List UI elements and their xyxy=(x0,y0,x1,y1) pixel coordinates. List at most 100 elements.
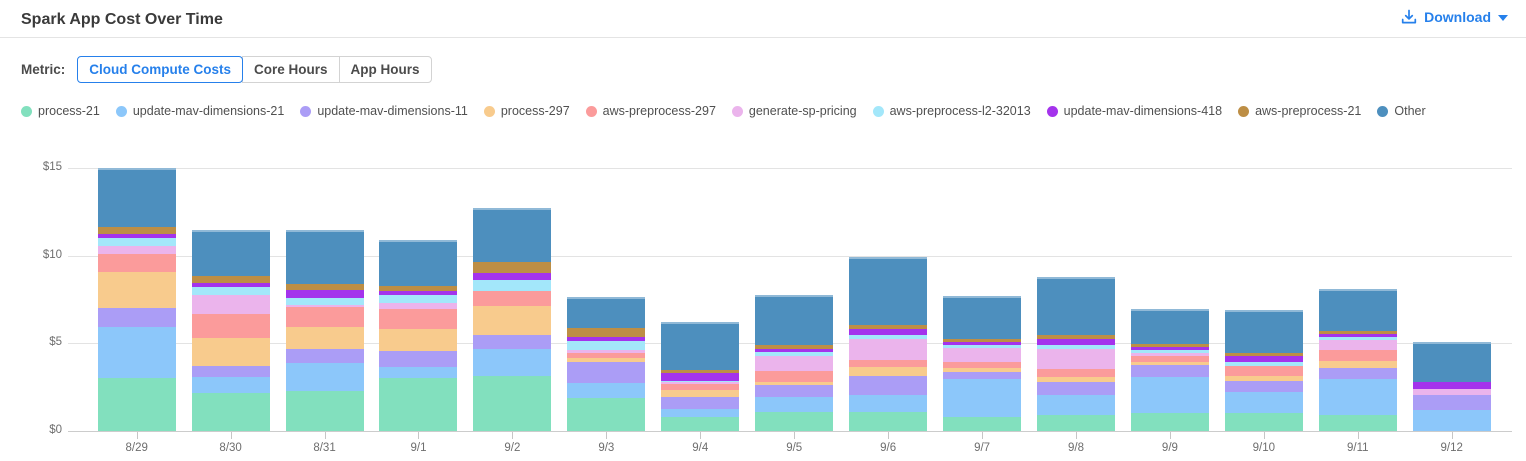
bar-segment-generate-sp-pricing[interactable] xyxy=(1412,388,1491,396)
bar-9/6[interactable] xyxy=(849,256,928,431)
bar-segment-update-mav-dimensions-418[interactable] xyxy=(661,373,740,381)
legend-item-aws-preprocess-l2-32013[interactable]: aws-preprocess-l2-32013 xyxy=(872,104,1031,118)
bar-segment-process-297[interactable] xyxy=(473,306,552,336)
legend-item-update-mav-dimensions-418[interactable]: update-mav-dimensions-418 xyxy=(1046,104,1222,118)
bar-segment-aws-preprocess-297[interactable] xyxy=(379,309,458,330)
bar-segment-update-mav-dimensions-21[interactable] xyxy=(1130,377,1209,414)
bar-segment-process-21[interactable] xyxy=(661,416,740,431)
bar-segment-aws-preprocess-297[interactable] xyxy=(567,353,646,359)
bar-segment-update-mav-dimensions-21[interactable] xyxy=(567,382,646,398)
bar-segment-update-mav-dimensions-418[interactable] xyxy=(379,291,458,295)
bar-segment-other[interactable] xyxy=(97,168,176,227)
bar-9/11[interactable] xyxy=(1318,288,1397,431)
legend-item-aws-preprocess-297[interactable]: aws-preprocess-297 xyxy=(585,104,716,118)
bar-segment-other[interactable] xyxy=(473,208,552,263)
bar-segment-process-297[interactable] xyxy=(1318,360,1397,369)
download-button[interactable]: Download xyxy=(1401,9,1508,25)
bar-segment-aws-preprocess-297[interactable] xyxy=(1224,365,1303,376)
bar-segment-aws-preprocess-l2-32013[interactable] xyxy=(849,335,928,339)
bar-segment-update-mav-dimensions-418[interactable] xyxy=(943,342,1022,346)
bar-segment-update-mav-dimensions-11[interactable] xyxy=(661,396,740,409)
bar-segment-update-mav-dimensions-11[interactable] xyxy=(755,385,834,398)
bar-segment-update-mav-dimensions-418[interactable] xyxy=(1318,334,1397,337)
bar-segment-generate-sp-pricing[interactable] xyxy=(97,246,176,255)
bar-9/7[interactable] xyxy=(943,295,1022,431)
bar-segment-generate-sp-pricing[interactable] xyxy=(1318,339,1397,350)
bar-segment-aws-preprocess-l2-32013[interactable] xyxy=(1224,362,1303,366)
bar-8/29[interactable] xyxy=(97,168,176,431)
bar-segment-other[interactable] xyxy=(1037,277,1115,336)
bar-segment-aws-preprocess-l2-32013[interactable] xyxy=(755,351,834,356)
bar-segment-aws-preprocess-297[interactable] xyxy=(285,307,364,328)
bar-segment-other[interactable] xyxy=(849,256,928,326)
bar-segment-aws-preprocess-l2-32013[interactable] xyxy=(473,279,552,291)
bar-segment-update-mav-dimensions-418[interactable] xyxy=(1412,381,1491,389)
bar-segment-update-mav-dimensions-21[interactable] xyxy=(1037,394,1115,416)
bar-segment-aws-preprocess-297[interactable] xyxy=(755,370,834,382)
bar-segment-update-mav-dimensions-11[interactable] xyxy=(379,351,458,367)
bar-segment-aws-preprocess-21[interactable] xyxy=(943,338,1022,343)
bar-segment-process-297[interactable] xyxy=(285,327,364,349)
metric-option-cloud-compute-costs[interactable]: Cloud Compute Costs xyxy=(77,56,244,83)
bar-segment-process-297[interactable] xyxy=(1037,377,1115,383)
bar-segment-other[interactable] xyxy=(943,295,1022,339)
bar-segment-update-mav-dimensions-21[interactable] xyxy=(849,394,928,412)
legend-item-generate-sp-pricing[interactable]: generate-sp-pricing xyxy=(731,104,857,118)
bar-segment-other[interactable] xyxy=(1318,288,1397,331)
bar-segment-process-21[interactable] xyxy=(1037,415,1115,431)
bar-segment-generate-sp-pricing[interactable] xyxy=(191,295,270,314)
bar-segment-process-297[interactable] xyxy=(567,358,646,362)
bar-segment-process-21[interactable] xyxy=(473,375,552,431)
bar-segment-other[interactable] xyxy=(379,239,458,286)
bar-segment-process-21[interactable] xyxy=(1318,415,1397,431)
bar-segment-other[interactable] xyxy=(1412,342,1491,382)
bar-segment-aws-preprocess-297[interactable] xyxy=(97,254,176,273)
bar-segment-aws-preprocess-l2-32013[interactable] xyxy=(1318,336,1397,340)
bar-segment-aws-preprocess-297[interactable] xyxy=(473,290,552,307)
bar-segment-update-mav-dimensions-21[interactable] xyxy=(661,408,740,417)
bar-segment-update-mav-dimensions-21[interactable] xyxy=(473,349,552,376)
bar-segment-generate-sp-pricing[interactable] xyxy=(661,382,740,384)
bar-segment-other[interactable] xyxy=(1130,308,1209,344)
bar-segment-update-mav-dimensions-11[interactable] xyxy=(97,307,176,328)
bar-9/2[interactable] xyxy=(473,208,552,431)
bar-segment-generate-sp-pricing[interactable] xyxy=(379,302,458,310)
bar-segment-update-mav-dimensions-418[interactable] xyxy=(97,233,176,238)
bar-segment-generate-sp-pricing[interactable] xyxy=(285,305,364,308)
bar-segment-update-mav-dimensions-418[interactable] xyxy=(191,283,270,287)
legend-item-process-21[interactable]: process-21 xyxy=(21,104,100,118)
bar-segment-aws-preprocess-297[interactable] xyxy=(1130,355,1209,363)
metric-option-core-hours[interactable]: Core Hours xyxy=(242,56,340,83)
bar-segment-aws-preprocess-l2-32013[interactable] xyxy=(97,237,176,247)
bar-segment-other[interactable] xyxy=(191,229,270,277)
bar-segment-aws-preprocess-297[interactable] xyxy=(849,360,928,368)
bar-segment-update-mav-dimensions-11[interactable] xyxy=(285,348,364,364)
bar-segment-update-mav-dimensions-418[interactable] xyxy=(755,348,834,352)
bar-segment-process-21[interactable] xyxy=(285,391,364,431)
bar-segment-process-297[interactable] xyxy=(943,368,1022,372)
bar-segment-generate-sp-pricing[interactable] xyxy=(849,338,928,361)
bar-segment-generate-sp-pricing[interactable] xyxy=(567,350,646,354)
bar-segment-process-297[interactable] xyxy=(379,329,458,352)
bar-9/8[interactable] xyxy=(1037,277,1115,431)
bar-segment-update-mav-dimensions-11[interactable] xyxy=(943,371,1022,379)
bar-segment-update-mav-dimensions-21[interactable] xyxy=(943,378,1022,417)
bar-segment-process-297[interactable] xyxy=(1130,362,1209,365)
bar-segment-process-21[interactable] xyxy=(755,411,834,431)
legend-item-process-297[interactable]: process-297 xyxy=(483,104,570,118)
legend-item-aws-preprocess-21[interactable]: aws-preprocess-21 xyxy=(1238,104,1361,118)
bar-segment-update-mav-dimensions-418[interactable] xyxy=(1224,355,1303,363)
bar-segment-update-mav-dimensions-21[interactable] xyxy=(755,397,834,412)
bar-segment-update-mav-dimensions-11[interactable] xyxy=(1037,382,1115,395)
bar-segment-aws-preprocess-297[interactable] xyxy=(191,314,270,339)
bar-segment-process-297[interactable] xyxy=(191,338,270,367)
bar-9/1[interactable] xyxy=(379,239,458,431)
metric-option-app-hours[interactable]: App Hours xyxy=(338,56,432,83)
bar-segment-other[interactable] xyxy=(661,322,740,370)
bar-segment-update-mav-dimensions-21[interactable] xyxy=(97,327,176,378)
bar-segment-update-mav-dimensions-21[interactable] xyxy=(1318,378,1397,416)
bar-segment-update-mav-dimensions-418[interactable] xyxy=(1037,338,1115,346)
bar-segment-update-mav-dimensions-11[interactable] xyxy=(1130,364,1209,378)
bar-segment-aws-preprocess-21[interactable] xyxy=(1037,335,1115,339)
bar-8/31[interactable] xyxy=(285,229,364,431)
